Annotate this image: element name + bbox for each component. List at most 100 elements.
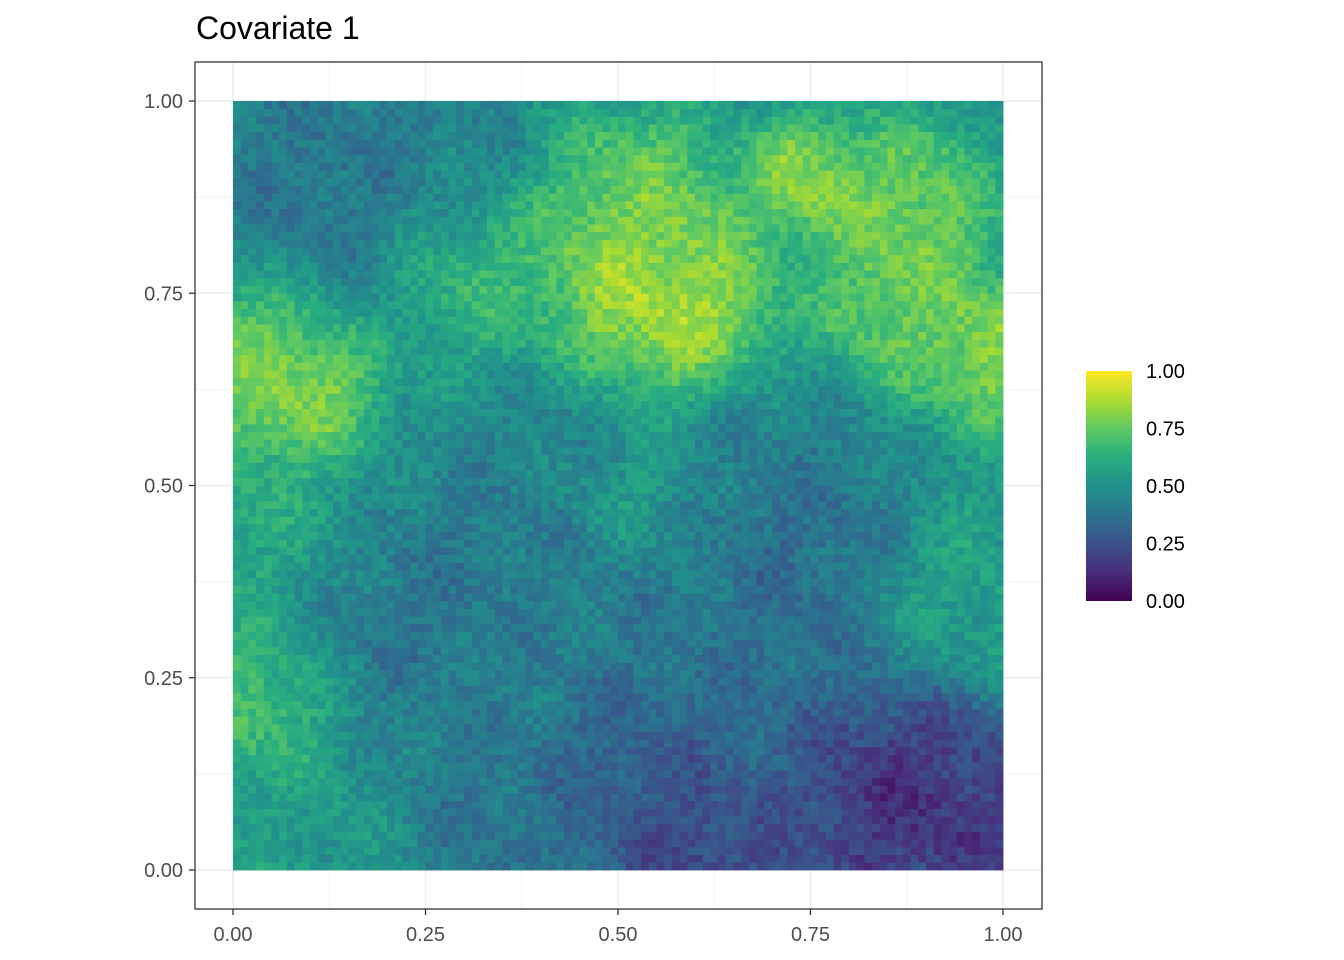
heatmap-cell xyxy=(248,408,257,417)
heatmap-cell xyxy=(471,316,480,325)
heatmap-cell xyxy=(410,462,419,471)
heatmap-cell xyxy=(517,170,526,179)
heatmap-cell xyxy=(263,739,272,748)
heatmap-cell xyxy=(302,662,311,671)
heatmap-cell xyxy=(317,739,326,748)
heatmap-cell xyxy=(541,646,550,656)
heatmap-cell xyxy=(240,570,249,579)
heatmap-cell xyxy=(371,631,380,640)
heatmap-cell xyxy=(402,285,411,294)
heatmap-cell xyxy=(263,131,272,140)
heatmap-cell xyxy=(456,200,465,210)
heatmap-cell xyxy=(325,493,334,502)
heatmap-cell xyxy=(464,393,473,402)
heatmap-cell xyxy=(541,185,550,194)
heatmap-cell xyxy=(317,670,326,679)
heatmap-cell xyxy=(471,462,480,471)
heatmap-cell xyxy=(448,547,457,556)
heatmap-cell xyxy=(525,393,534,402)
heatmap-cell xyxy=(263,162,272,171)
heatmap-cell xyxy=(286,485,295,494)
heatmap-cell xyxy=(363,816,372,825)
heatmap-cell xyxy=(271,370,280,379)
heatmap-cell xyxy=(271,700,280,709)
heatmap-cell xyxy=(387,224,396,233)
heatmap-cell xyxy=(579,839,588,848)
heatmap-cell xyxy=(556,231,565,240)
heatmap-cell xyxy=(533,670,542,679)
heatmap-cell xyxy=(494,862,503,871)
heatmap-cell xyxy=(356,547,365,556)
heatmap-cell xyxy=(340,523,349,533)
heatmap-cell xyxy=(310,608,319,617)
heatmap-cell xyxy=(479,523,488,533)
heatmap-cell xyxy=(286,270,295,279)
heatmap-cell xyxy=(317,293,326,302)
heatmap-cell xyxy=(587,623,596,633)
heatmap-cell xyxy=(302,185,311,194)
heatmap-cell xyxy=(464,370,473,379)
heatmap-cell xyxy=(525,293,534,302)
heatmap-cell xyxy=(279,670,288,679)
heatmap-cell xyxy=(387,508,396,517)
heatmap-cell xyxy=(525,823,534,832)
heatmap-cell xyxy=(448,131,457,140)
heatmap-cell xyxy=(525,331,534,340)
heatmap-cell xyxy=(325,547,334,556)
heatmap-cell xyxy=(263,816,272,825)
heatmap-cell xyxy=(433,631,442,640)
heatmap-cell xyxy=(410,731,419,740)
heatmap-cell xyxy=(256,762,265,771)
heatmap-cell xyxy=(233,685,242,694)
heatmap-cell xyxy=(594,816,603,825)
heatmap-cell xyxy=(240,224,249,233)
heatmap-cell xyxy=(571,147,580,156)
heatmap-cell xyxy=(533,577,542,586)
heatmap-cell xyxy=(587,177,596,186)
heatmap-cell xyxy=(394,331,403,340)
heatmap-cell xyxy=(325,216,334,225)
heatmap-cell xyxy=(379,408,388,417)
heatmap-cell xyxy=(579,370,588,379)
heatmap-cell xyxy=(356,500,365,509)
heatmap-cell xyxy=(602,370,611,379)
heatmap-cell xyxy=(564,508,573,517)
heatmap-cell xyxy=(494,600,503,609)
heatmap-cell xyxy=(263,362,272,371)
heatmap-cell xyxy=(548,170,557,179)
heatmap-cell xyxy=(610,631,619,640)
heatmap-cell xyxy=(240,385,249,394)
heatmap-cell xyxy=(502,654,511,663)
heatmap-cell xyxy=(456,247,465,256)
heatmap-cell xyxy=(556,116,565,125)
heatmap-cell xyxy=(479,170,488,179)
heatmap-cell xyxy=(263,108,272,117)
heatmap-cell xyxy=(356,408,365,417)
heatmap-cell xyxy=(394,193,403,202)
heatmap-cell xyxy=(571,139,580,148)
heatmap-cell xyxy=(425,362,434,371)
heatmap-cell xyxy=(510,762,519,771)
heatmap-cell xyxy=(286,200,295,210)
heatmap-cell xyxy=(433,562,442,571)
heatmap-cell xyxy=(456,693,465,702)
heatmap-cell xyxy=(233,539,242,548)
heatmap-cell xyxy=(440,708,449,717)
heatmap-cell xyxy=(464,685,473,694)
heatmap-cell xyxy=(363,808,372,817)
heatmap-cell xyxy=(279,431,288,440)
heatmap-cell xyxy=(240,631,249,640)
heatmap-cell xyxy=(556,762,565,771)
heatmap-cell xyxy=(363,516,372,525)
heatmap-cell xyxy=(333,200,342,210)
heatmap-cell xyxy=(356,454,365,463)
heatmap-cell xyxy=(302,147,311,156)
heatmap-cell xyxy=(571,585,580,594)
heatmap-cell xyxy=(371,331,380,340)
heatmap-cell xyxy=(340,547,349,556)
heatmap-cell xyxy=(371,339,380,348)
heatmap-cell xyxy=(517,308,526,317)
heatmap-cell xyxy=(363,316,372,325)
heatmap-cell xyxy=(379,554,388,563)
heatmap-cell xyxy=(479,300,488,310)
